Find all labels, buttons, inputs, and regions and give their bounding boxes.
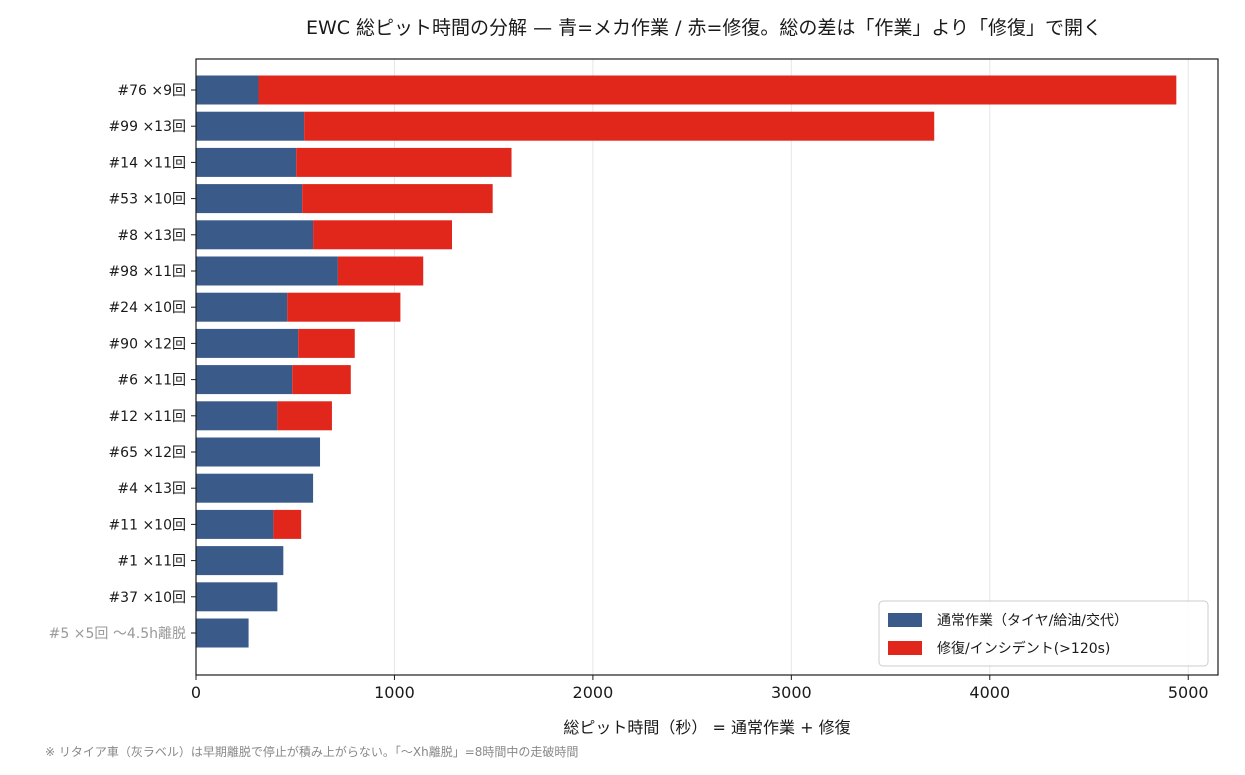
y-tick-label: #65 ×12回 bbox=[108, 445, 186, 461]
y-tick-label: #4 ×13回 bbox=[117, 481, 186, 497]
bar-repair bbox=[313, 220, 452, 250]
bar-normal-work bbox=[196, 256, 338, 286]
bar-repair bbox=[258, 75, 1177, 105]
bar-normal-work bbox=[196, 75, 259, 105]
y-tick-label: #1 ×11回 bbox=[117, 554, 186, 570]
bar-normal-work bbox=[196, 437, 321, 467]
bar-normal-work bbox=[196, 147, 297, 177]
bar-repair bbox=[298, 328, 355, 358]
bar-normal-work bbox=[196, 111, 305, 141]
y-tick-label: #53 ×10回 bbox=[108, 192, 186, 208]
x-tick-label: 3000 bbox=[771, 683, 812, 702]
y-tick-label: #12 ×11回 bbox=[108, 409, 186, 425]
bar-repair bbox=[296, 147, 512, 177]
bar-normal-work bbox=[196, 618, 249, 648]
y-tick-label: #8 ×13回 bbox=[117, 228, 186, 244]
x-tick-label: 1000 bbox=[374, 683, 415, 702]
x-tick-label: 0 bbox=[191, 683, 201, 702]
y-axis-ticks: #76 ×9回 #99 ×13回 #14 ×11回 #53 ×10回 #8 ×13回 #9… bbox=[49, 83, 196, 642]
bar-normal-work bbox=[196, 509, 274, 539]
legend-swatch bbox=[888, 641, 922, 655]
bar-repair bbox=[292, 365, 351, 395]
y-tick-label: #11 ×10回 bbox=[108, 517, 186, 533]
x-tick-label: 5000 bbox=[1168, 683, 1209, 702]
bar-normal-work bbox=[196, 546, 284, 576]
y-tick-label: #14 ×11回 bbox=[108, 155, 186, 171]
y-tick-label: #5 ×5回 〜4.5h離脱 bbox=[49, 625, 186, 642]
legend-label: 通常作業（タイヤ/給油/交代） bbox=[937, 612, 1128, 629]
legend-swatch bbox=[888, 613, 922, 627]
x-tick-label: 2000 bbox=[573, 683, 614, 702]
bar-normal-work bbox=[196, 582, 278, 612]
bar-repair bbox=[273, 509, 302, 539]
x-axis-label: 総ピット時間（秒） = 通常作業 + 修復 bbox=[563, 718, 850, 737]
legend: 通常作業（タイヤ/給油/交代） 修復/インシデント(>120s) bbox=[878, 600, 1209, 667]
bar-repair bbox=[337, 256, 424, 286]
bar-normal-work bbox=[196, 365, 293, 395]
footnote: ※ リタイア車（灰ラベル）は早期離脱で停止が積み上がらない。「〜Xh離脱」=8時… bbox=[45, 744, 578, 759]
bar-repair bbox=[287, 292, 401, 322]
bar-normal-work bbox=[196, 220, 314, 250]
x-axis-ticks: 0 1000 2000 3000 4000 5000 bbox=[191, 675, 1209, 702]
bars bbox=[196, 75, 1177, 648]
bar-normal-work bbox=[196, 292, 288, 322]
bar-repair bbox=[302, 184, 493, 214]
bar-normal-work bbox=[196, 473, 314, 503]
legend-box bbox=[878, 600, 1209, 667]
y-tick-label: #90 ×12回 bbox=[108, 336, 186, 352]
y-tick-label: #24 ×10回 bbox=[108, 300, 186, 316]
bar-repair bbox=[304, 111, 935, 141]
bar-repair bbox=[277, 401, 332, 431]
bar-normal-work bbox=[196, 328, 299, 358]
y-tick-label: #37 ×10回 bbox=[108, 590, 186, 606]
legend-label: 修復/インシデント(>120s) bbox=[937, 640, 1110, 657]
plot-area-frame bbox=[195, 58, 1219, 676]
y-tick-label: #98 ×11回 bbox=[108, 264, 186, 280]
x-tick-label: 4000 bbox=[969, 683, 1010, 702]
bar-normal-work bbox=[196, 184, 303, 214]
bar-normal-work bbox=[196, 401, 278, 431]
chart-title: EWC 総ピット時間の分解 — 青=メカ作業 / 赤=修復。総の差は「作業」より… bbox=[306, 17, 1102, 39]
y-tick-label: #6 ×11回 bbox=[117, 373, 186, 389]
y-tick-label: #99 ×13回 bbox=[108, 119, 186, 135]
y-tick-label: #76 ×9回 bbox=[117, 83, 186, 99]
